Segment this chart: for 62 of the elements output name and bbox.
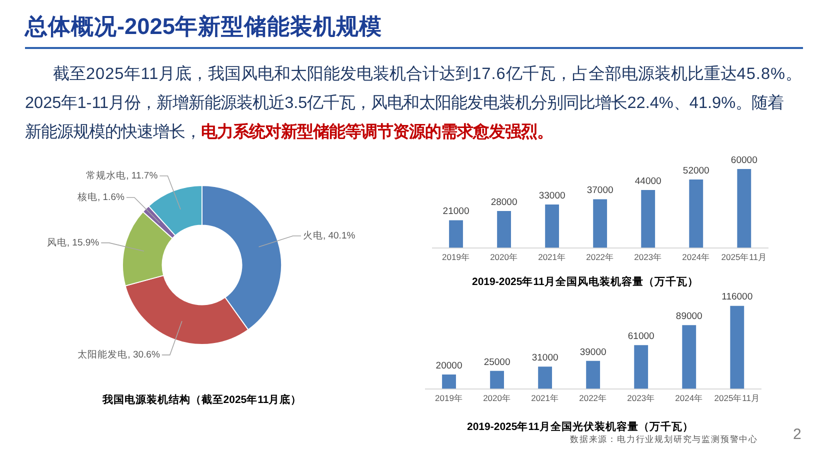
text: 2: [793, 426, 802, 443]
x-tick-label: 2021年: [531, 393, 560, 404]
data-label: , 11.7%: [126, 170, 158, 182]
x-tick-label: 2019年: [435, 393, 463, 404]
bar: [682, 325, 696, 389]
text: 2019-2025年11月全国光伏装机容量（万千瓦）: [467, 420, 694, 434]
bar: [449, 220, 463, 248]
data-label: 52000: [682, 165, 710, 176]
data-label: 37000: [586, 185, 614, 196]
slice-label: 火电: [302, 230, 323, 242]
data-label: , 15.9%: [66, 237, 100, 248]
x-tick-label: 2025年11月: [714, 393, 760, 404]
bar: [689, 180, 704, 248]
x-tick-label: 2021年: [538, 252, 566, 262]
text: 2025年1-11月份，新增新能源装机近3.5亿千瓦，风电和太阳能发电装机分别同比增长22.4%、41.9%。随着: [25, 94, 784, 112]
data-label: 31000: [532, 352, 558, 364]
x-tick-label: 2023年: [627, 393, 656, 404]
bar: [634, 345, 648, 389]
bar: [442, 374, 456, 389]
x-tick-label: 2020年: [490, 252, 518, 262]
slice-label: 风电: [46, 236, 67, 248]
x-tick-label: 2020年: [483, 393, 511, 404]
bar: [586, 360, 600, 389]
data-label: 89000: [676, 311, 702, 322]
data-label: 116000: [722, 292, 753, 303]
data-label: 33000: [538, 190, 566, 202]
bar: [730, 306, 744, 389]
text: 电力系统对新型储能等调节资源的需求愈发强烈。: [201, 123, 553, 141]
data-label: 20000: [436, 360, 462, 372]
bar: [545, 204, 560, 248]
data-label: , 1.6%: [97, 192, 125, 204]
bar: [497, 211, 511, 248]
bar: [737, 169, 752, 248]
x-tick-label: 2019年: [442, 252, 470, 262]
data-label: 44000: [634, 176, 662, 187]
bar: [593, 199, 608, 248]
x-tick-label: 2022年: [586, 252, 614, 262]
source-note: 数据来源：电力行业规划研究与监测预警中心: [570, 434, 758, 446]
text: 截至2025年11月底，我国风电和太阳能发电装机合计达到17.6亿千瓦，占全部电源装机比重达45.8%。: [53, 65, 802, 83]
bar: [490, 370, 504, 389]
data-label: 60000: [730, 154, 758, 166]
x-tick-label: 2024年: [682, 252, 710, 262]
data-label: , 40.1%: [322, 230, 356, 242]
data-label: 61000: [628, 331, 654, 342]
text: 2019-2025年11月全国风电装机容量（万千瓦）: [472, 275, 698, 289]
data-label: 25000: [484, 356, 510, 368]
slice-label: 太阳能发电: [78, 348, 128, 361]
data-label: 28000: [490, 196, 518, 208]
x-tick-label: 2025年11月: [721, 252, 767, 262]
data-label: , 30.6%: [128, 350, 160, 361]
bar: [538, 366, 552, 389]
data-label: 21000: [442, 206, 470, 218]
text: 总体概况-2025年新型储能装机规模: [25, 13, 382, 39]
text: 我国电源装机结构（截至2025年11月底）: [102, 394, 302, 406]
x-tick-label: 2022年: [579, 393, 608, 404]
slice-label: 核电: [76, 191, 98, 204]
data-label: 39000: [580, 346, 606, 358]
bar: [641, 190, 656, 248]
text: 新能源规模的快速增长，: [25, 123, 201, 141]
slice-label: 常规水电: [86, 170, 126, 182]
x-tick-label: 2023年: [634, 252, 662, 262]
x-tick-label: 2024年: [675, 393, 704, 404]
